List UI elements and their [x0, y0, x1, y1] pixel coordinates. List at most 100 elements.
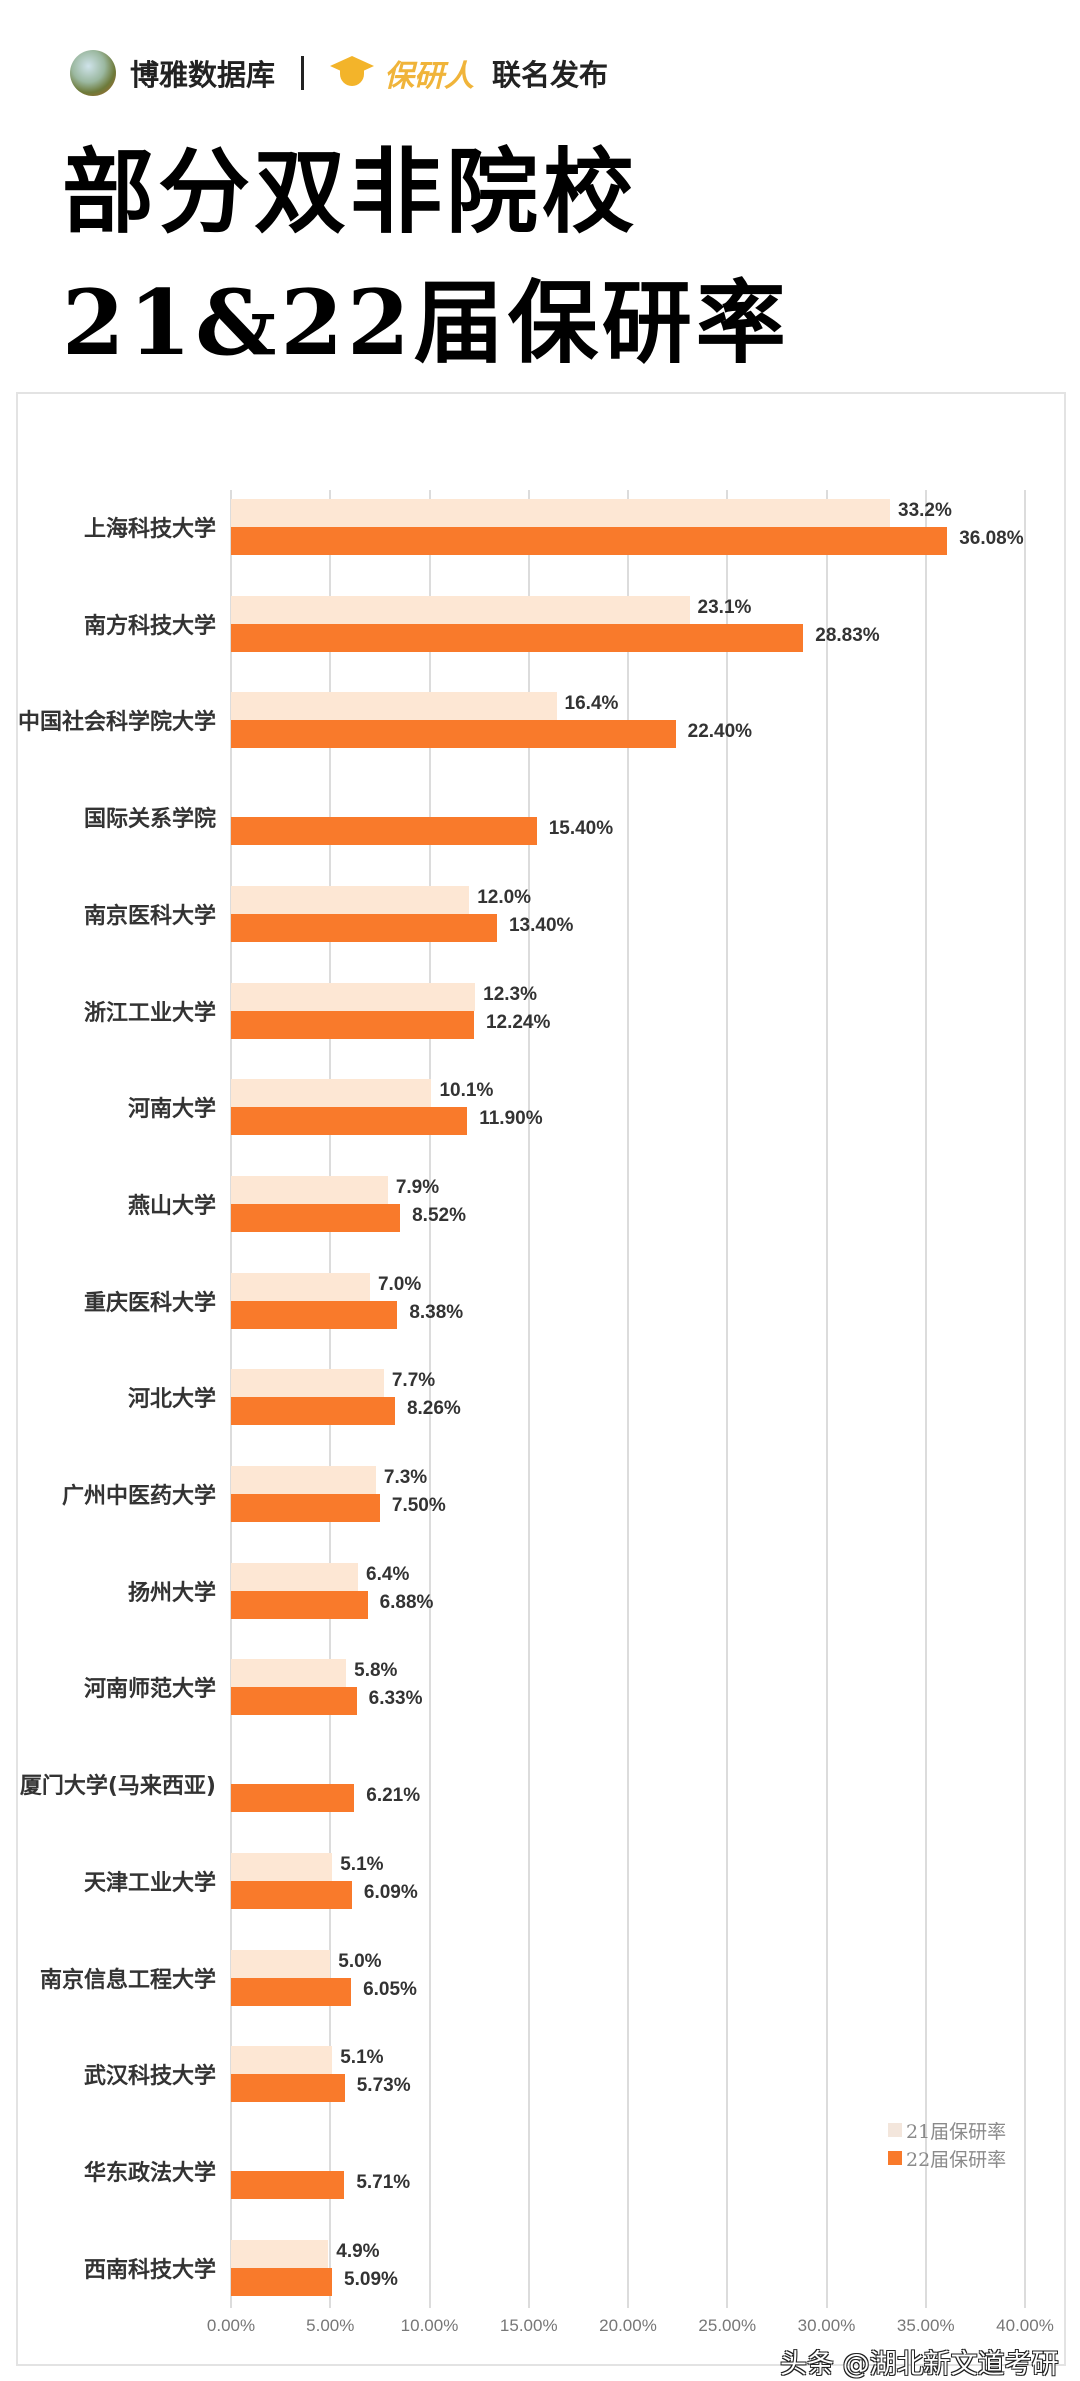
data-label-21: 5.8% [354, 1660, 398, 1682]
data-label-21: 33.2% [898, 500, 952, 521]
category-label: 河南大学 [127, 1097, 216, 1123]
data-label-22: 11.90% [479, 1108, 543, 1130]
bar-21 [231, 1369, 384, 1398]
publisher1-name: 博雅数据库 [130, 58, 276, 92]
category-label: 天津工业大学 [83, 1870, 216, 1896]
data-label-22: 8.26% [406, 1398, 461, 1420]
category-label: 国际关系学院 [83, 807, 216, 833]
legend-item-22: 22届保研率 [888, 2144, 1006, 2172]
x-tick-label: 10.00% [400, 2316, 459, 2335]
data-label-22: 6.21% [366, 1785, 421, 1807]
x-tick-label: 5.00% [306, 2316, 355, 2335]
graduation-cap-icon [330, 56, 374, 90]
bar-22 [231, 1300, 398, 1329]
bar-22 [231, 2267, 333, 2296]
category-label: 厦门大学(马来西亚) [19, 1774, 216, 1800]
data-label-21: 23.1% [697, 596, 752, 618]
data-label-22: 22.40% [687, 721, 753, 743]
bar-21 [231, 692, 557, 721]
bar-21 [231, 1175, 388, 1204]
bar-21 [231, 1466, 376, 1494]
data-label-21: 5.1% [340, 2047, 384, 2069]
data-label-22: 6.33% [368, 1688, 423, 1710]
data-label-21: 16.4% [564, 693, 619, 715]
gridline [825, 490, 828, 2308]
data-label-22: 13.40% [508, 914, 574, 936]
x-tick-label: 20.00% [599, 2316, 657, 2335]
data-label-22: 8.52% [412, 1204, 466, 1226]
x-tick-label: 15.00% [499, 2316, 558, 2335]
data-label-22: 8.38% [409, 1301, 464, 1323]
data-label-21: 10.1% [439, 1080, 494, 1102]
bar-21 [231, 885, 470, 914]
bar-22 [231, 1687, 357, 1716]
bar-22 [231, 1977, 352, 2006]
bar-21 [231, 499, 891, 527]
legend-label-21: 21届保研率 [906, 2120, 1007, 2143]
data-label-22: 5.71% [356, 2171, 411, 2193]
x-tick-label: 25.00% [698, 2316, 757, 2335]
bar-21 [231, 2239, 329, 2268]
bar-22 [231, 527, 948, 555]
category-label: 南方科技大学 [83, 613, 216, 639]
boya-logo-icon [70, 50, 116, 96]
bar-22 [231, 1590, 368, 1619]
data-label-22: 5.73% [356, 2075, 411, 2097]
category-label: 中国社会科学院大学 [17, 710, 216, 736]
data-label-22: 28.83% [815, 624, 880, 646]
bar-22 [231, 1784, 355, 1813]
bar-21 [231, 1272, 370, 1301]
gridline [428, 490, 431, 2308]
gridline [1024, 490, 1026, 2308]
bar-21 [231, 2046, 333, 2075]
x-tick-label: 35.00% [896, 2316, 955, 2335]
data-label-21: 12.0% [477, 886, 532, 908]
bar-22 [231, 913, 497, 942]
data-label-22: 6.09% [363, 1881, 418, 1903]
bar-21 [231, 595, 690, 624]
bar-22 [231, 2170, 345, 2199]
data-label-22: 6.88% [379, 1591, 434, 1613]
x-tick-label: 0.00% [206, 2316, 256, 2335]
bar-21 [231, 1852, 333, 1881]
data-label-21: 7.7% [391, 1370, 436, 1392]
joint-release-text: 联名发布 [492, 58, 609, 92]
data-label-22: 36.08% [959, 528, 1024, 549]
bar-22 [231, 2074, 345, 2103]
category-label: 燕山大学 [127, 1193, 216, 1219]
category-label: 华东政法大学 [83, 2160, 216, 2186]
gridline [726, 490, 729, 2308]
data-label-21: 12.3% [483, 983, 538, 1005]
bar-22 [231, 720, 676, 749]
category-label: 扬州大学 [127, 1580, 216, 1606]
bar-21 [231, 1949, 331, 1978]
category-label: 南京医科大学 [83, 903, 216, 929]
bar-22 [231, 1203, 401, 1232]
data-label-22: 15.40% [548, 818, 614, 840]
x-tick-label: 30.00% [797, 2316, 856, 2335]
bar-21 [231, 1659, 347, 1688]
bar-22 [231, 1397, 395, 1426]
publisher2-name: 保研人 [384, 59, 475, 94]
bar-22 [231, 817, 537, 846]
data-label-22: 12.24% [485, 1011, 551, 1033]
category-label: 广州中医药大学 [61, 1484, 216, 1509]
legend-swatch-21 [888, 2123, 902, 2137]
divider [301, 56, 305, 90]
gridline [527, 490, 530, 2308]
category-label: 河南师范大学 [83, 1677, 216, 1703]
category-label: 重庆医科大学 [83, 1290, 216, 1316]
bar-22 [231, 1494, 380, 1522]
bar-22 [231, 1880, 352, 1909]
data-label-21: 5.1% [340, 1853, 384, 1875]
chart-legend: 21届保研率 22届保研率 [888, 2116, 1006, 2172]
legend-swatch-22 [888, 2151, 902, 2165]
bar-22 [231, 1010, 474, 1039]
category-label: 浙江工业大学 [83, 1000, 216, 1026]
bar-22 [231, 1107, 468, 1136]
page-title-line2: 21&22届保研率 [62, 270, 790, 376]
legend-item-21: 21届保研率 [888, 2116, 1006, 2144]
data-label-21: 7.9% [395, 1176, 440, 1198]
page-title-line1: 部分双非院校 [62, 139, 639, 246]
publisher-header: 博雅数据库 保研人 联名发布 [70, 48, 608, 98]
